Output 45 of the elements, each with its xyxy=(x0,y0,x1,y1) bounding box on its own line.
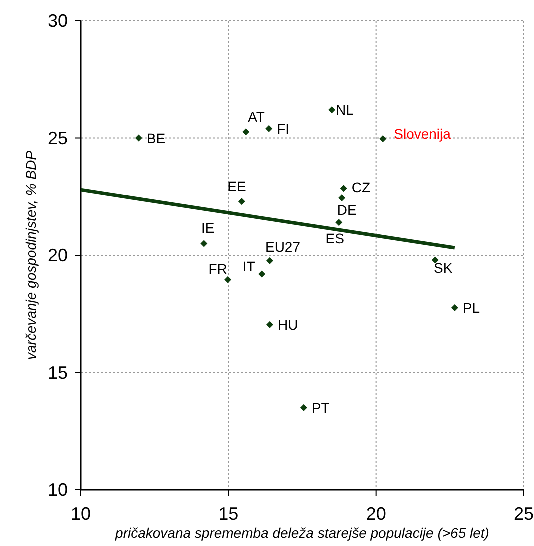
annotation: ES xyxy=(326,230,344,247)
annotation: EU27 xyxy=(266,238,301,255)
series-label: Slovenija xyxy=(394,126,452,142)
y-tick-label: 25 xyxy=(48,128,68,148)
annotation: AT xyxy=(248,109,266,126)
point xyxy=(338,194,346,202)
annotation: PL xyxy=(462,300,480,316)
annotation: EE xyxy=(228,178,246,195)
y-tick-label: 15 xyxy=(48,362,68,383)
point xyxy=(200,240,208,248)
annotation: IT xyxy=(242,258,256,274)
annotation: CZ xyxy=(352,180,371,196)
point xyxy=(451,304,458,312)
y-tick-label: 20 xyxy=(48,246,68,266)
point xyxy=(380,135,387,142)
annotation: HU xyxy=(278,316,298,333)
point xyxy=(432,256,439,264)
annotation: NL xyxy=(336,102,354,118)
point xyxy=(135,134,142,142)
point xyxy=(238,198,246,206)
point xyxy=(266,125,273,132)
x-axis-title: pričakovana sprememba deleža starejše populacije (>65 let) xyxy=(114,525,490,541)
annotation: DE xyxy=(337,202,357,218)
y-axis-title: varčevanje gospodinjstev, % BDP xyxy=(23,150,39,360)
x-tick-label: 15 xyxy=(218,504,239,524)
annotation: IE xyxy=(202,220,215,236)
x-tick-label: 20 xyxy=(366,504,386,524)
point xyxy=(336,219,343,226)
annotation: FR xyxy=(208,260,228,277)
annotation: SK xyxy=(434,260,454,276)
point xyxy=(300,404,308,412)
point xyxy=(266,321,274,328)
point xyxy=(340,185,348,192)
point xyxy=(258,270,266,278)
point xyxy=(242,128,250,136)
point xyxy=(224,276,232,284)
point xyxy=(266,257,274,264)
y-tick-label: 30 xyxy=(48,11,68,31)
annotation: FI xyxy=(277,120,290,137)
point xyxy=(328,106,336,114)
x-tick-label: 10 xyxy=(70,504,92,524)
x-tick-label: 25 xyxy=(514,504,534,524)
annotation: BE xyxy=(146,130,166,146)
y-tick-label: 10 xyxy=(48,480,68,500)
annotation: PT xyxy=(312,400,330,416)
